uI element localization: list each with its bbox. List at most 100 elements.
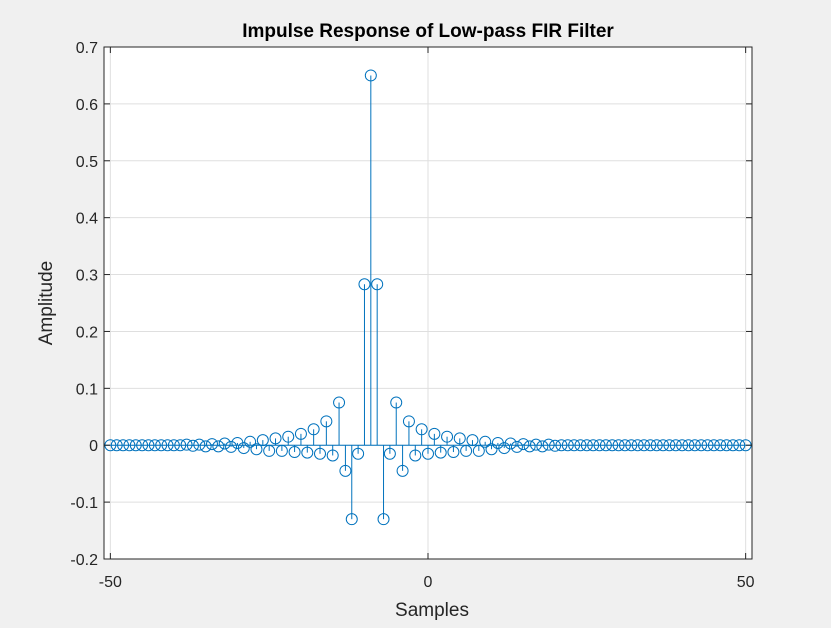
stem-marker	[396, 464, 409, 477]
y-tick-label: -0.2	[70, 552, 98, 569]
stem-marker	[161, 439, 174, 452]
stem-marker	[460, 444, 473, 457]
stem-marker	[383, 447, 396, 460]
stem-marker	[180, 438, 193, 451]
stem-marker	[676, 439, 689, 452]
y-tick-label: 0.4	[76, 211, 98, 228]
stem-marker	[472, 444, 485, 457]
stem-marker	[244, 435, 257, 448]
stem-marker	[174, 439, 187, 452]
stem-marker	[663, 439, 676, 452]
stem-marker	[650, 439, 663, 452]
stem-marker	[307, 423, 320, 436]
stem-series	[104, 69, 752, 526]
stem-marker	[294, 427, 307, 440]
stem-marker	[377, 513, 390, 526]
stem-marker	[682, 439, 695, 452]
stem-marker	[186, 439, 199, 452]
stem-marker	[155, 439, 168, 452]
stem-marker	[193, 438, 206, 451]
stem-marker	[593, 439, 606, 452]
stem-marker	[523, 440, 536, 453]
stem-marker	[409, 449, 422, 462]
y-tick-label: -0.1	[70, 495, 98, 512]
y-tick-label: 0.2	[76, 324, 98, 341]
stem-marker	[136, 439, 149, 452]
stem-marker	[580, 439, 593, 452]
x-tick-label: -50	[99, 574, 122, 591]
stem-marker	[422, 447, 434, 460]
stem-marker	[561, 439, 574, 452]
stem-marker	[206, 438, 218, 451]
stem-marker	[402, 415, 415, 428]
grid	[104, 46, 752, 560]
stem-marker	[707, 439, 720, 452]
stem-marker	[441, 430, 454, 443]
chart-title: Impulse Response of Low-pass FIR Filter	[242, 21, 614, 42]
stem-marker	[371, 278, 384, 291]
stem-marker	[726, 439, 739, 452]
y-tick-label: 0	[89, 438, 98, 455]
stem-marker	[352, 447, 365, 460]
stem-marker	[574, 439, 587, 452]
ticks: -0.2 -0.1 0 0.1 0.2 0.3 0.4 0.5 0.6 0.7 -50 0 50	[70, 40, 754, 591]
stem-marker	[714, 439, 727, 452]
stem-marker	[498, 442, 511, 455]
stem-marker	[720, 439, 733, 452]
stem-marker	[390, 396, 403, 409]
stem-marker	[555, 439, 568, 452]
y-axis-label: Amplitude	[36, 261, 57, 346]
stem-marker	[110, 439, 123, 452]
stem-marker	[688, 439, 701, 452]
stem-marker	[326, 449, 339, 462]
stem-marker	[117, 439, 130, 452]
stem-marker	[510, 440, 523, 453]
stem-marker	[638, 439, 650, 452]
stem-marker	[504, 437, 517, 450]
stem-marker	[542, 438, 555, 451]
stem-marker	[466, 434, 479, 447]
stem-marker	[657, 439, 670, 452]
stem-marker	[225, 440, 238, 453]
stem-marker	[669, 439, 682, 452]
stem-marker	[530, 438, 542, 451]
stem-marker	[606, 439, 619, 452]
stem-marker	[695, 439, 708, 452]
stem-marker	[701, 439, 714, 452]
stem-marker	[485, 443, 498, 456]
stem-marker	[536, 440, 549, 453]
stem-marker	[237, 442, 250, 455]
stem-marker	[428, 427, 441, 440]
stem-marker	[479, 435, 492, 448]
stem-marker	[314, 447, 326, 460]
stem-marker	[142, 439, 155, 452]
stem-marker	[358, 278, 371, 291]
y-tick-label: 0.5	[76, 154, 98, 171]
stem-marker	[568, 439, 581, 452]
stem-marker	[339, 464, 352, 477]
stem-marker	[447, 446, 460, 459]
stem-marker	[320, 415, 333, 428]
stem-marker	[199, 440, 212, 453]
stem-marker	[345, 513, 358, 526]
stem-marker	[129, 439, 142, 452]
stem-marker	[148, 439, 161, 452]
stem-marker	[288, 446, 301, 459]
stem-marker	[631, 439, 644, 452]
stem-marker	[549, 439, 562, 452]
x-tick-label: 50	[737, 574, 755, 591]
y-tick-label: 0.3	[76, 268, 98, 285]
stem-marker	[282, 430, 295, 443]
stem-marker	[218, 437, 231, 450]
stem-marker	[599, 439, 612, 452]
stem-marker	[123, 439, 136, 452]
stem-marker	[167, 439, 180, 452]
stem-marker	[434, 446, 447, 459]
stem-marker	[250, 443, 263, 456]
x-axis-label: Samples	[395, 600, 469, 621]
stem-marker	[415, 423, 428, 436]
y-tick-label: 0.7	[76, 40, 98, 57]
y-tick-label: 0.1	[76, 381, 98, 398]
stem-marker	[256, 434, 269, 447]
